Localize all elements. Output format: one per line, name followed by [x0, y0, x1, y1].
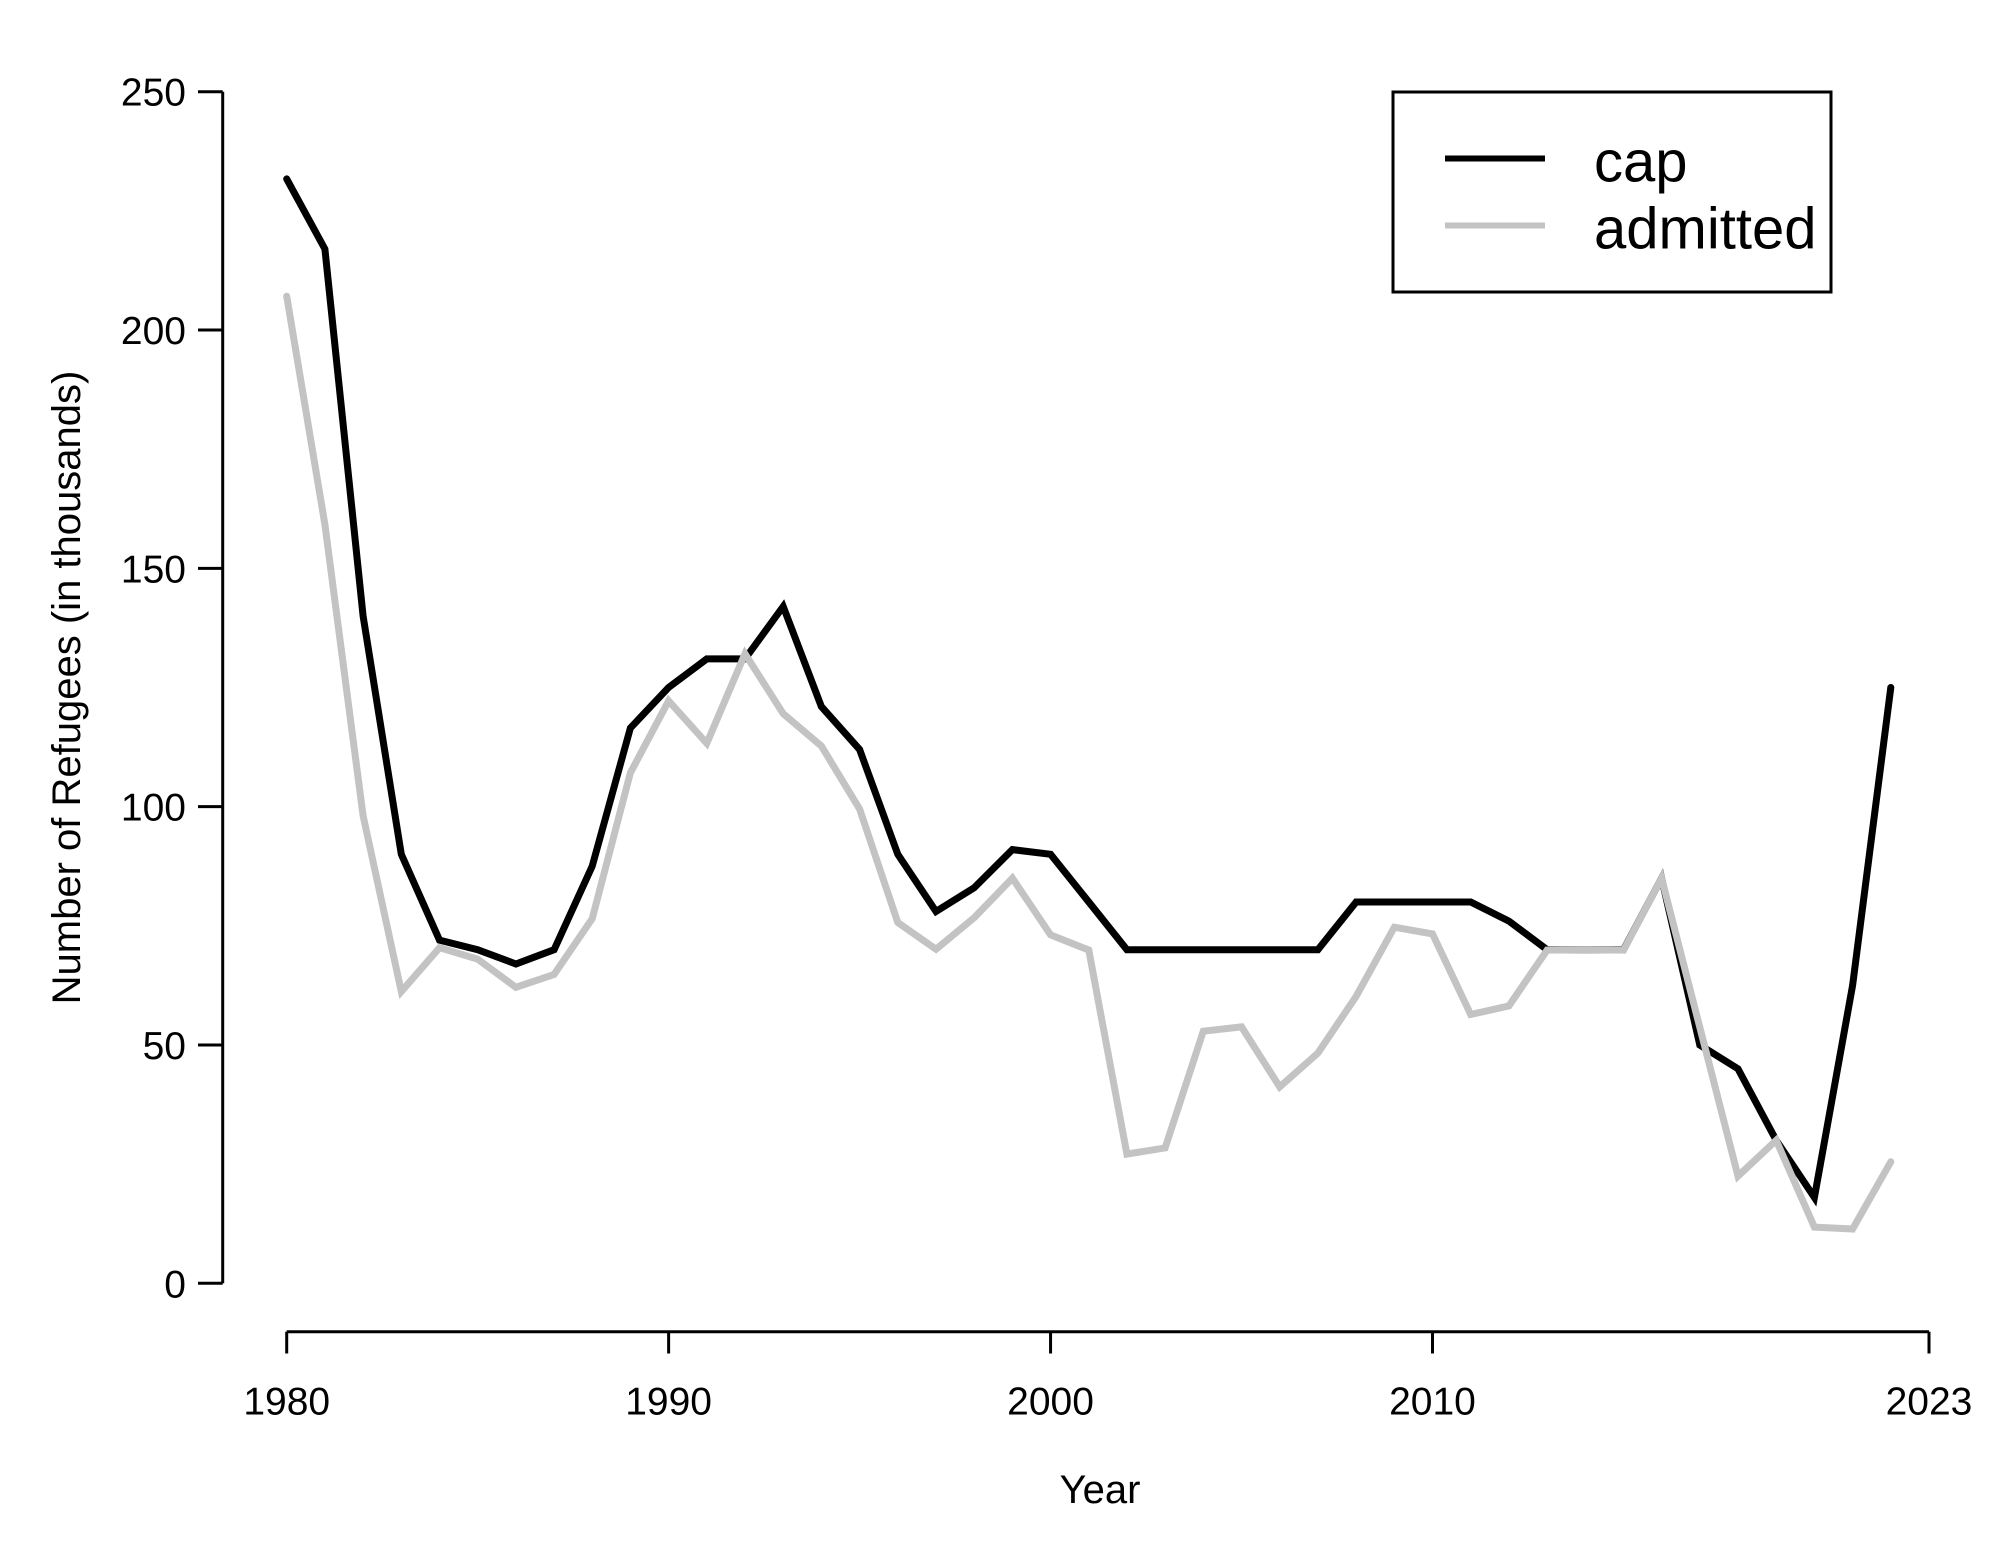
y-tick-label: 200 — [121, 310, 186, 353]
x-tick-label: 1990 — [625, 1381, 712, 1424]
x-axis-ticks: 1980 1990 2000 2010 2023 — [243, 1331, 1973, 1424]
y-tick-label: 250 — [121, 72, 186, 115]
x-tick-label: 2010 — [1389, 1381, 1476, 1424]
admitted-line-series — [283, 292, 1895, 1233]
y-tick-label: 100 — [121, 787, 186, 830]
x-axis-title: Year — [1060, 1468, 1141, 1512]
x-tick-label: 2000 — [1007, 1381, 1094, 1424]
y-tick-label: 150 — [121, 548, 186, 591]
legend: cap admitted — [1391, 90, 1833, 294]
y-tick-label: 0 — [164, 1263, 186, 1306]
x-tick-label: 1980 — [243, 1381, 330, 1424]
data-series-group — [283, 175, 1895, 1233]
y-axis-ticks: 0 50 100 150 200 250 — [121, 72, 223, 1306]
y-axis-title: Number of Refugees (in thousands) — [45, 371, 89, 1005]
cap-line-series — [283, 175, 1895, 1207]
legend-admitted-label: admitted — [1594, 197, 1816, 262]
legend-box — [1391, 90, 1833, 294]
y-tick-label: 50 — [143, 1025, 186, 1068]
legend-cap-label: cap — [1594, 130, 1688, 195]
x-tick-label: 2023 — [1886, 1381, 1973, 1424]
